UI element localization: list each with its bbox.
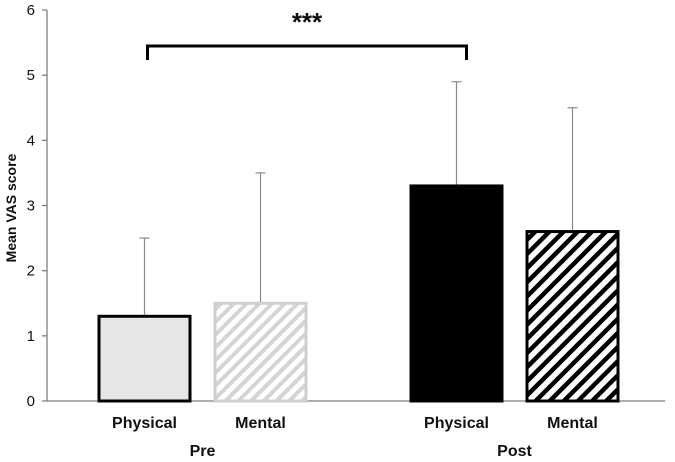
bar-post-mental	[525, 230, 620, 403]
y-tick-label: 1	[27, 328, 35, 345]
error-bars	[139, 81, 578, 317]
bar-pre-mental	[213, 301, 308, 403]
bar-post-physical	[409, 184, 504, 403]
significance-label: ***	[292, 7, 323, 37]
y-tick-label: 2	[27, 263, 35, 280]
y-axis: 0 1 2 3 4 5 6	[27, 2, 48, 410]
bars	[97, 184, 620, 403]
y-axis-title: Mean VAS score	[3, 153, 19, 262]
category-labels: Physical Mental Physical Mental	[112, 415, 598, 432]
category-label: Mental	[547, 415, 598, 432]
category-label: Physical	[424, 415, 489, 432]
y-tick-label: 5	[27, 67, 35, 84]
category-label: Physical	[112, 415, 177, 432]
group-label: Post	[497, 443, 532, 460]
y-tick-label: 6	[27, 2, 35, 19]
significance-bracket: ***	[146, 7, 468, 60]
group-labels: Pre Post	[190, 443, 533, 460]
bar-pre-physical	[97, 314, 192, 403]
significance-bracket-line	[146, 44, 468, 60]
y-tick-label: 0	[27, 393, 35, 410]
y-tick-label: 4	[27, 132, 35, 149]
category-label: Mental	[235, 415, 286, 432]
group-label: Pre	[190, 443, 216, 460]
y-tick-label: 3	[27, 198, 35, 215]
